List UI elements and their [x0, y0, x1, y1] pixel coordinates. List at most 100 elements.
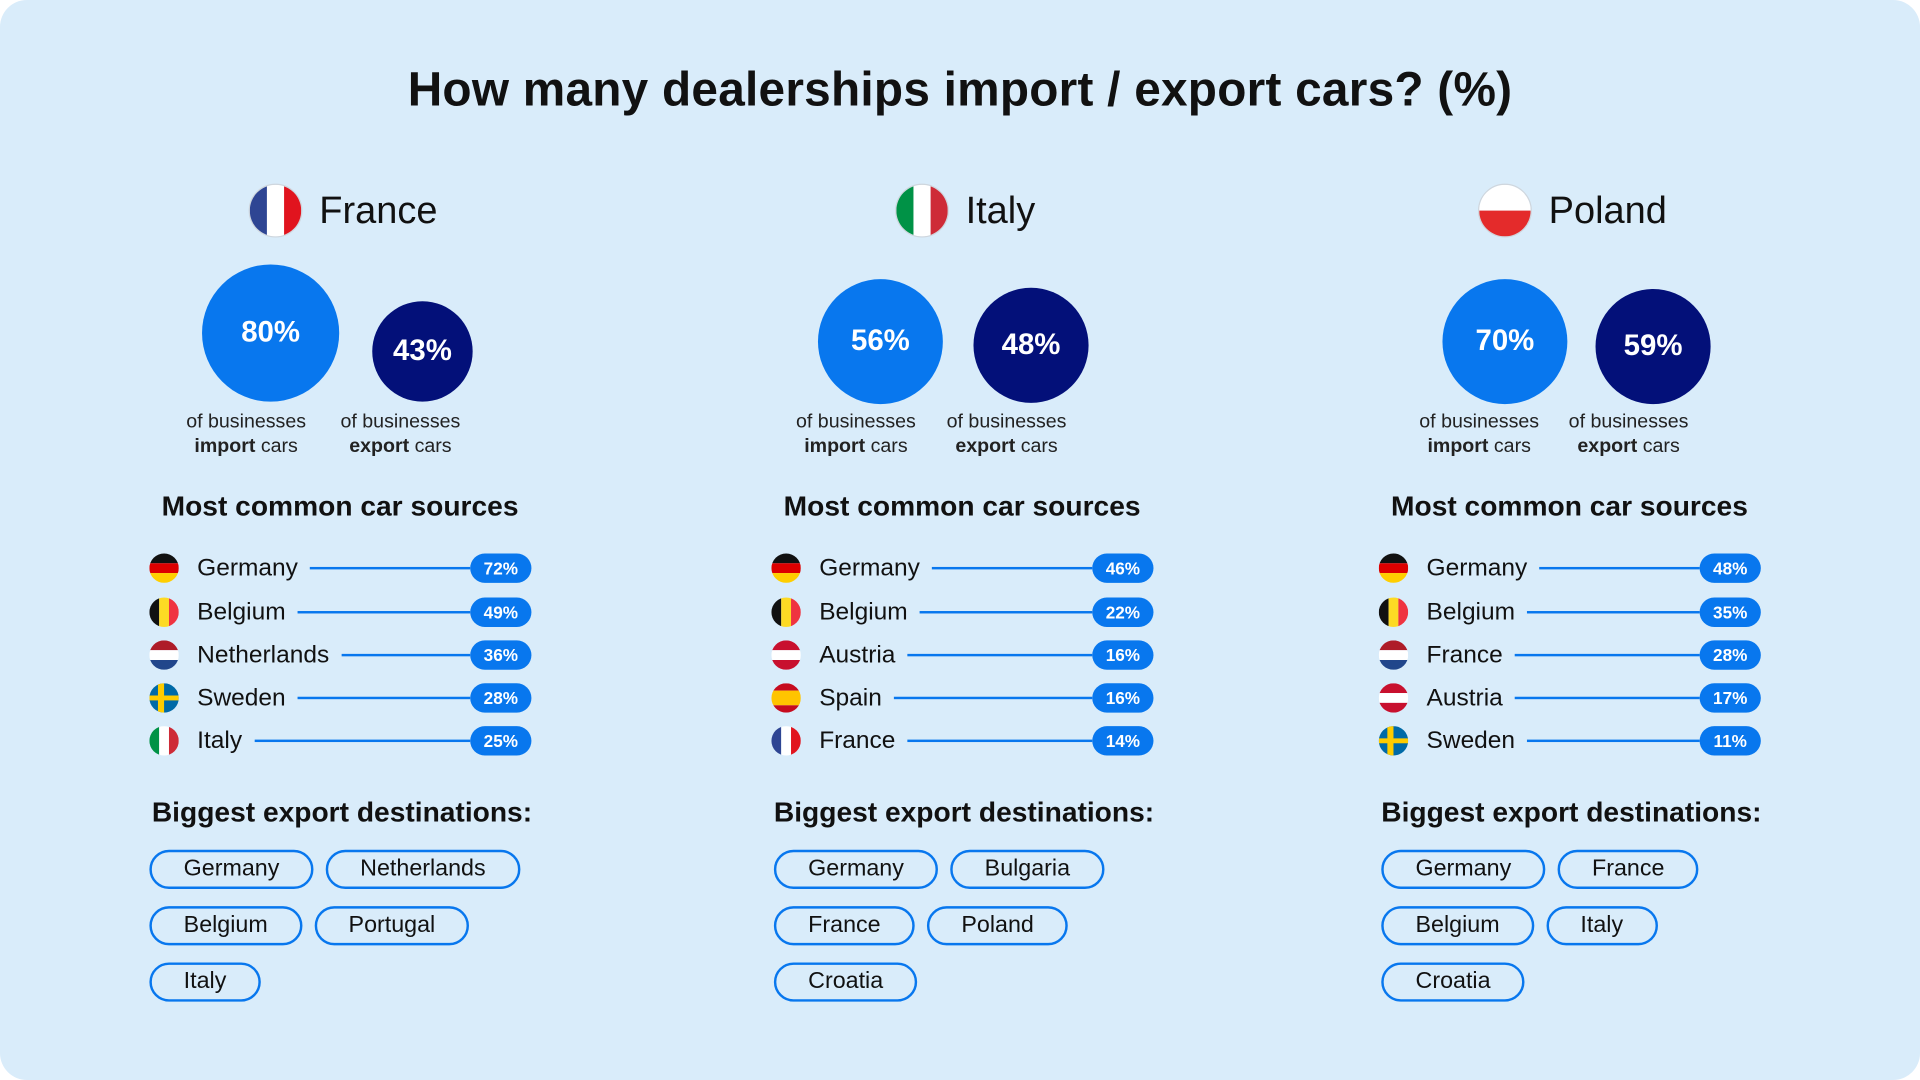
source-row: Italy 25% — [149, 724, 532, 758]
export-destinations-title: Biggest export destinations: — [1381, 795, 1762, 828]
export-caption: of businesses export cars — [321, 410, 480, 459]
import-bubble: 56% — [817, 279, 943, 405]
caption-suffix: cars — [1493, 435, 1531, 457]
france-flag-icon — [248, 183, 303, 238]
export-destination-list: Germany France Belgium Italy Croatia — [1381, 849, 1748, 1002]
source-country: Belgium — [197, 598, 286, 626]
country-column-poland: Poland 70% 59% of businesses import cars … — [1315, 0, 1829, 1080]
export-caption: of businesses export cars — [1549, 410, 1708, 459]
source-percent-badge: 17% — [1699, 683, 1761, 713]
source-row: France 28% — [1378, 638, 1761, 672]
source-row: Belgium 22% — [771, 595, 1154, 629]
sources-title: Most common car sources — [1391, 489, 1748, 522]
caption-prefix: of businesses — [340, 411, 461, 433]
connector-line — [932, 566, 1093, 570]
italy-flag-icon — [894, 183, 949, 238]
source-row: France 14% — [771, 724, 1154, 758]
connector-line — [297, 696, 471, 700]
source-percent-badge: 35% — [1699, 597, 1761, 627]
caption-bold: import — [1427, 435, 1489, 457]
source-percent-badge: 16% — [1092, 640, 1154, 670]
connector-line — [1539, 566, 1700, 570]
connector-line — [1515, 653, 1700, 657]
country-header: Italy — [708, 183, 1222, 238]
caption-prefix: of businesses — [796, 411, 916, 433]
belgium-flag-icon — [771, 597, 801, 627]
source-row: Austria 17% — [1378, 681, 1761, 715]
import-percent: 70% — [1475, 324, 1535, 358]
connector-line — [310, 566, 471, 570]
export-destination-chip: Croatia — [773, 962, 918, 1002]
export-bubble: 48% — [973, 287, 1089, 403]
source-percent-badge: 25% — [470, 726, 532, 756]
germany-flag-icon — [1378, 553, 1409, 583]
source-percent-badge: 46% — [1092, 553, 1154, 583]
connector-line — [894, 696, 1093, 700]
connector-line — [1527, 611, 1700, 614]
source-country: Germany — [819, 554, 920, 582]
source-country: Germany — [197, 554, 298, 582]
export-caption: of businesses export cars — [927, 410, 1086, 459]
source-row: Spain 16% — [771, 681, 1154, 715]
connector-line — [907, 653, 1093, 657]
import-percent: 80% — [241, 315, 301, 349]
source-percent-badge: 36% — [470, 640, 532, 670]
connector-line — [297, 611, 471, 614]
country-name: Poland — [1548, 188, 1667, 232]
caption-prefix: of businesses — [186, 411, 307, 433]
export-destination-chip: Netherlands — [325, 849, 520, 889]
export-destination-chip: Belgium — [1381, 906, 1534, 946]
sweden-flag-icon — [1378, 726, 1409, 756]
country-column-france: France 80% 43% of businesses import cars … — [86, 0, 600, 1080]
export-destination-chip: France — [773, 906, 915, 946]
source-row: Sweden 11% — [1378, 724, 1761, 758]
caption-bold: export — [955, 435, 1016, 457]
export-destination-chip: Italy — [149, 962, 261, 1002]
netherlands-flag-icon — [1378, 640, 1409, 670]
belgium-flag-icon — [1378, 597, 1409, 627]
source-country: Austria — [819, 641, 896, 668]
connector-line — [907, 739, 1093, 743]
belgium-flag-icon — [149, 597, 179, 627]
source-country: Belgium — [819, 598, 908, 626]
source-country: Sweden — [1426, 726, 1516, 754]
source-country: Germany — [1426, 554, 1528, 582]
export-percent: 43% — [393, 334, 452, 368]
source-row: Germany 46% — [771, 551, 1154, 585]
source-country: Netherlands — [197, 641, 330, 668]
connector-line — [1515, 696, 1700, 700]
source-percent-badge: 11% — [1699, 726, 1761, 756]
caption-suffix: cars — [414, 435, 452, 457]
source-row: Austria 16% — [771, 638, 1154, 672]
source-row: Sweden 28% — [149, 681, 532, 715]
export-destination-chip: Germany — [149, 849, 314, 889]
source-row: Belgium 35% — [1378, 595, 1761, 629]
export-destination-list: Germany Bulgaria France Poland Croatia — [773, 849, 1141, 1002]
caption-prefix: of businesses — [946, 411, 1067, 433]
caption-prefix: of businesses — [1568, 411, 1689, 433]
export-destination-chip: Italy — [1546, 906, 1658, 946]
export-percent: 59% — [1623, 329, 1683, 363]
country-header: Poland — [1315, 183, 1829, 238]
export-destination-chip: France — [1557, 849, 1699, 889]
country-header: France — [86, 183, 600, 238]
source-percent-badge: 28% — [1699, 640, 1761, 670]
connector-line — [1527, 739, 1700, 743]
sources-title: Most common car sources — [783, 489, 1141, 522]
caption-suffix: cars — [1020, 435, 1058, 457]
source-country: Belgium — [1426, 598, 1516, 626]
export-destination-chip: Germany — [773, 849, 939, 889]
export-destination-chip: Portugal — [314, 906, 470, 946]
source-percent-badge: 22% — [1092, 597, 1154, 627]
export-destination-chip: Croatia — [1381, 962, 1525, 1002]
source-country: Austria — [1426, 683, 1503, 711]
sweden-flag-icon — [149, 683, 179, 713]
germany-flag-icon — [771, 553, 801, 583]
austria-flag-icon — [1378, 683, 1409, 713]
export-destination-list: Germany Netherlands Belgium Portugal Italy — [149, 849, 541, 1002]
source-percent-badge: 14% — [1092, 726, 1154, 756]
source-percent-badge: 72% — [470, 553, 532, 583]
import-caption: of businesses import cars — [776, 410, 935, 459]
source-percent-badge: 16% — [1092, 683, 1154, 713]
